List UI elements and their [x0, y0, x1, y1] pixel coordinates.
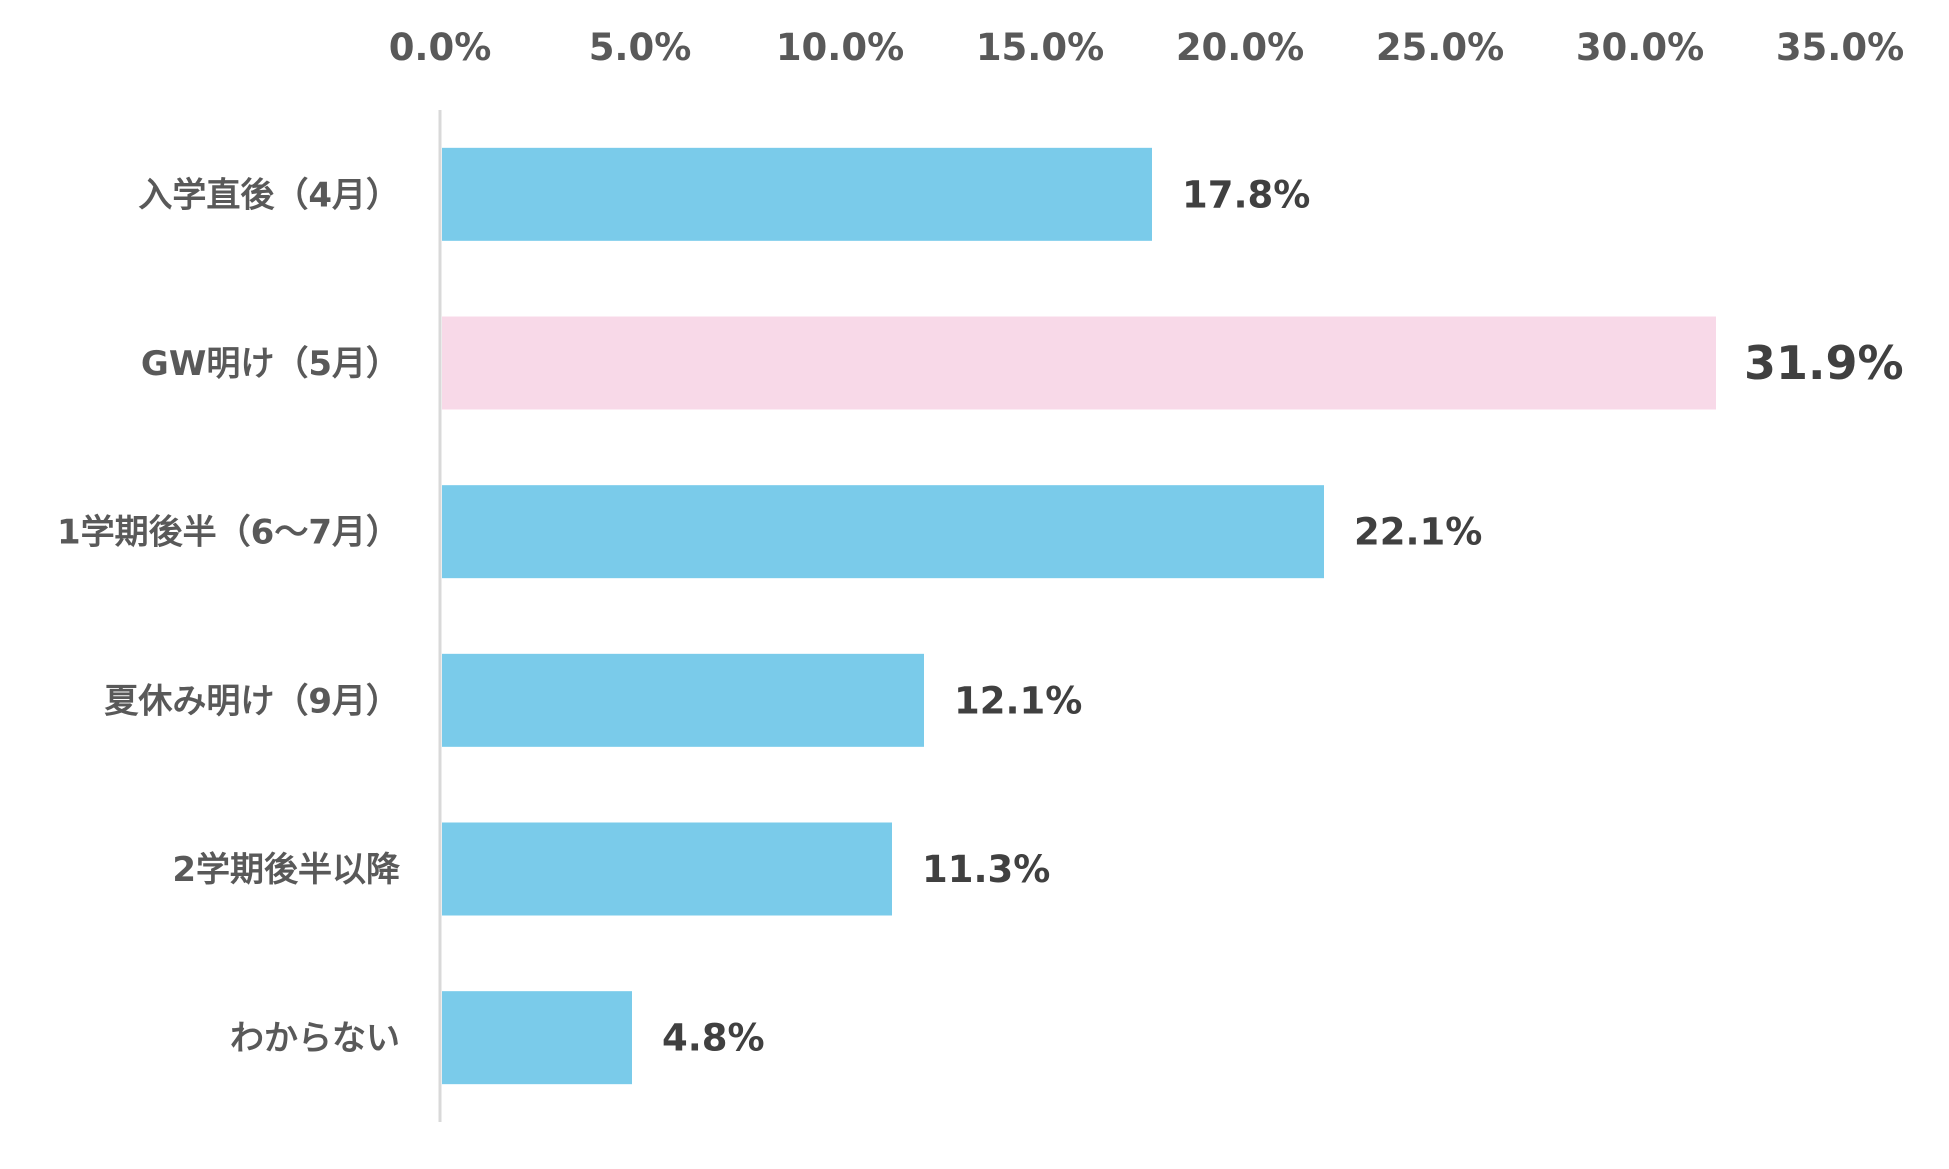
x-tick-label: 35.0% — [1776, 26, 1904, 69]
value-label-highlight: 31.9% — [1744, 336, 1904, 390]
category-label: 夏休み明け（9月） — [104, 681, 400, 721]
x-tick-label: 20.0% — [1176, 26, 1304, 69]
x-tick-label: 25.0% — [1376, 26, 1504, 69]
x-axis-ticks: 0.0% 5.0% 10.0% 15.0% 20.0% 25.0% 30.0% 35.0% — [389, 26, 1905, 69]
category-label: わからない — [230, 1019, 400, 1059]
value-label: 17.8% — [1182, 173, 1310, 216]
category-label: 2学期後半以降 — [172, 850, 401, 890]
category-label: 入学直後（4月） — [138, 175, 400, 215]
value-label: 22.1% — [1354, 511, 1482, 554]
bar — [442, 485, 1324, 579]
x-tick-label: 5.0% — [589, 26, 692, 69]
bar — [442, 316, 1716, 410]
category-label: GW明け（5月） — [141, 344, 400, 384]
value-labels: 17.8% 31.9% 22.1% 12.1% 11.3% 4.8% — [662, 173, 1904, 1059]
value-label: 4.8% — [662, 1017, 765, 1060]
category-labels: 入学直後（4月） GW明け（5月） 1学期後半（6～7月） 夏休み明け（9月） 2学期後… — [57, 175, 401, 1058]
value-label: 11.3% — [922, 848, 1050, 891]
category-label: 1学期後半（6～7月） — [57, 513, 400, 553]
bar — [442, 653, 924, 747]
x-tick-label: 15.0% — [976, 26, 1104, 69]
bar — [442, 822, 892, 916]
x-tick-label: 0.0% — [389, 26, 492, 69]
bar — [442, 147, 1152, 241]
value-label: 12.1% — [954, 679, 1082, 722]
x-tick-label: 10.0% — [776, 26, 904, 69]
bar — [442, 991, 632, 1085]
x-tick-label: 30.0% — [1576, 26, 1704, 69]
bars — [442, 147, 1716, 1085]
